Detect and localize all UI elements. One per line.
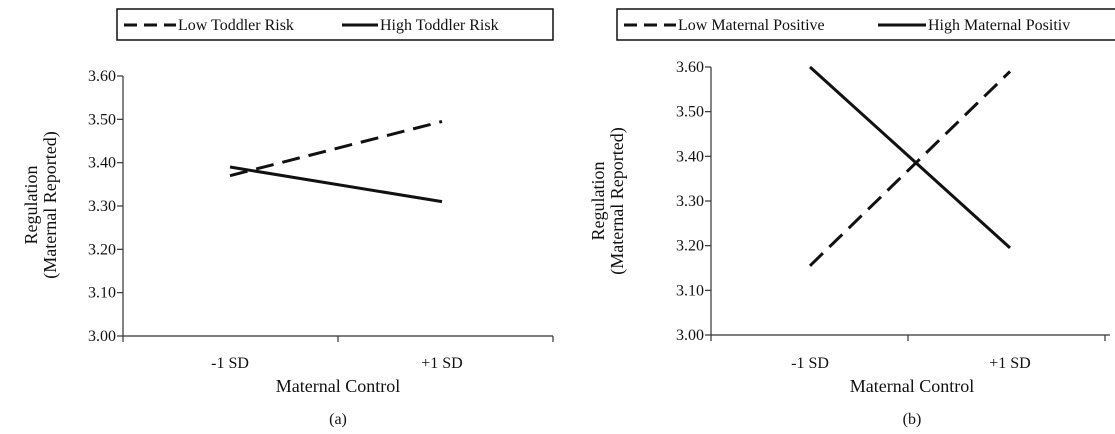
legend-box-a <box>116 8 554 41</box>
y-tick-label-b-6: 3.60 <box>676 59 704 76</box>
x-tick-label-a-minus: -1 SD <box>211 355 249 372</box>
y-tick-label-a-1: 3.10 <box>88 285 116 302</box>
y-tick-label-a-4: 3.40 <box>88 155 116 172</box>
series-line-high-toddler-risk <box>229 165 443 204</box>
legend-label-high-toddler-risk: High Toddler Risk <box>380 17 499 34</box>
legend-label-high-maternal-positive: High Maternal Positiv <box>928 17 1070 34</box>
y-tick-label-b-5: 3.50 <box>676 104 704 121</box>
y-tick-label-b-2: 3.20 <box>676 238 704 255</box>
x-tick-label-a-plus: +1 SD <box>421 355 462 372</box>
y-tick-label-a-5: 3.50 <box>88 111 116 128</box>
x-tick-label-b-plus: +1 SD <box>989 355 1030 372</box>
panel-b: Low Maternal Positive High Maternal Posi… <box>588 8 1115 428</box>
y-tick-label-a-6: 3.60 <box>88 68 116 85</box>
series-line-low-maternal-positive <box>808 70 1012 267</box>
y-tick-label-a-3: 3.30 <box>88 198 116 215</box>
y-tick-label-b-3: 3.30 <box>676 193 704 210</box>
panel-a: Low Toddler Risk High Toddler Risk 3.003… <box>21 8 554 428</box>
series-line-low-toddler-risk <box>229 120 443 178</box>
legend-box-b <box>616 8 1115 41</box>
x-axis-title-b: Maternal Control <box>850 376 974 396</box>
caption-a: (a) <box>329 411 347 428</box>
series-line-high-maternal-positive <box>808 65 1012 250</box>
y-ticks-b: 3.00 3.10 3.20 3.30 3.40 3.50 3.60 <box>676 59 711 344</box>
legend-label-low-maternal-positive: Low Maternal Positive <box>678 17 825 34</box>
y-tick-label-b-4: 3.40 <box>676 148 704 165</box>
legend-label-low-toddler-risk: Low Toddler Risk <box>178 17 294 34</box>
caption-b: (b) <box>903 411 922 428</box>
y-tick-label-a-2: 3.20 <box>88 241 116 258</box>
y-tick-label-b-0: 3.00 <box>676 327 704 344</box>
y-axis-title-a-line1: Regulation <box>21 166 41 245</box>
y-axis-title-a-line2: (Maternal Reported) <box>40 131 61 278</box>
x-axis-title-a: Maternal Control <box>276 376 400 396</box>
y-axis-title-b-line1: Regulation <box>588 162 608 241</box>
x-tick-label-b-minus: -1 SD <box>791 355 829 372</box>
y-ticks-a: 3.00 3.10 3.20 3.30 3.40 3.50 3.60 <box>88 68 123 345</box>
y-axis-title-b-line2: (Maternal Reported) <box>607 127 628 274</box>
y-tick-label-b-1: 3.10 <box>676 282 704 299</box>
y-tick-label-a-0: 3.00 <box>88 328 116 345</box>
